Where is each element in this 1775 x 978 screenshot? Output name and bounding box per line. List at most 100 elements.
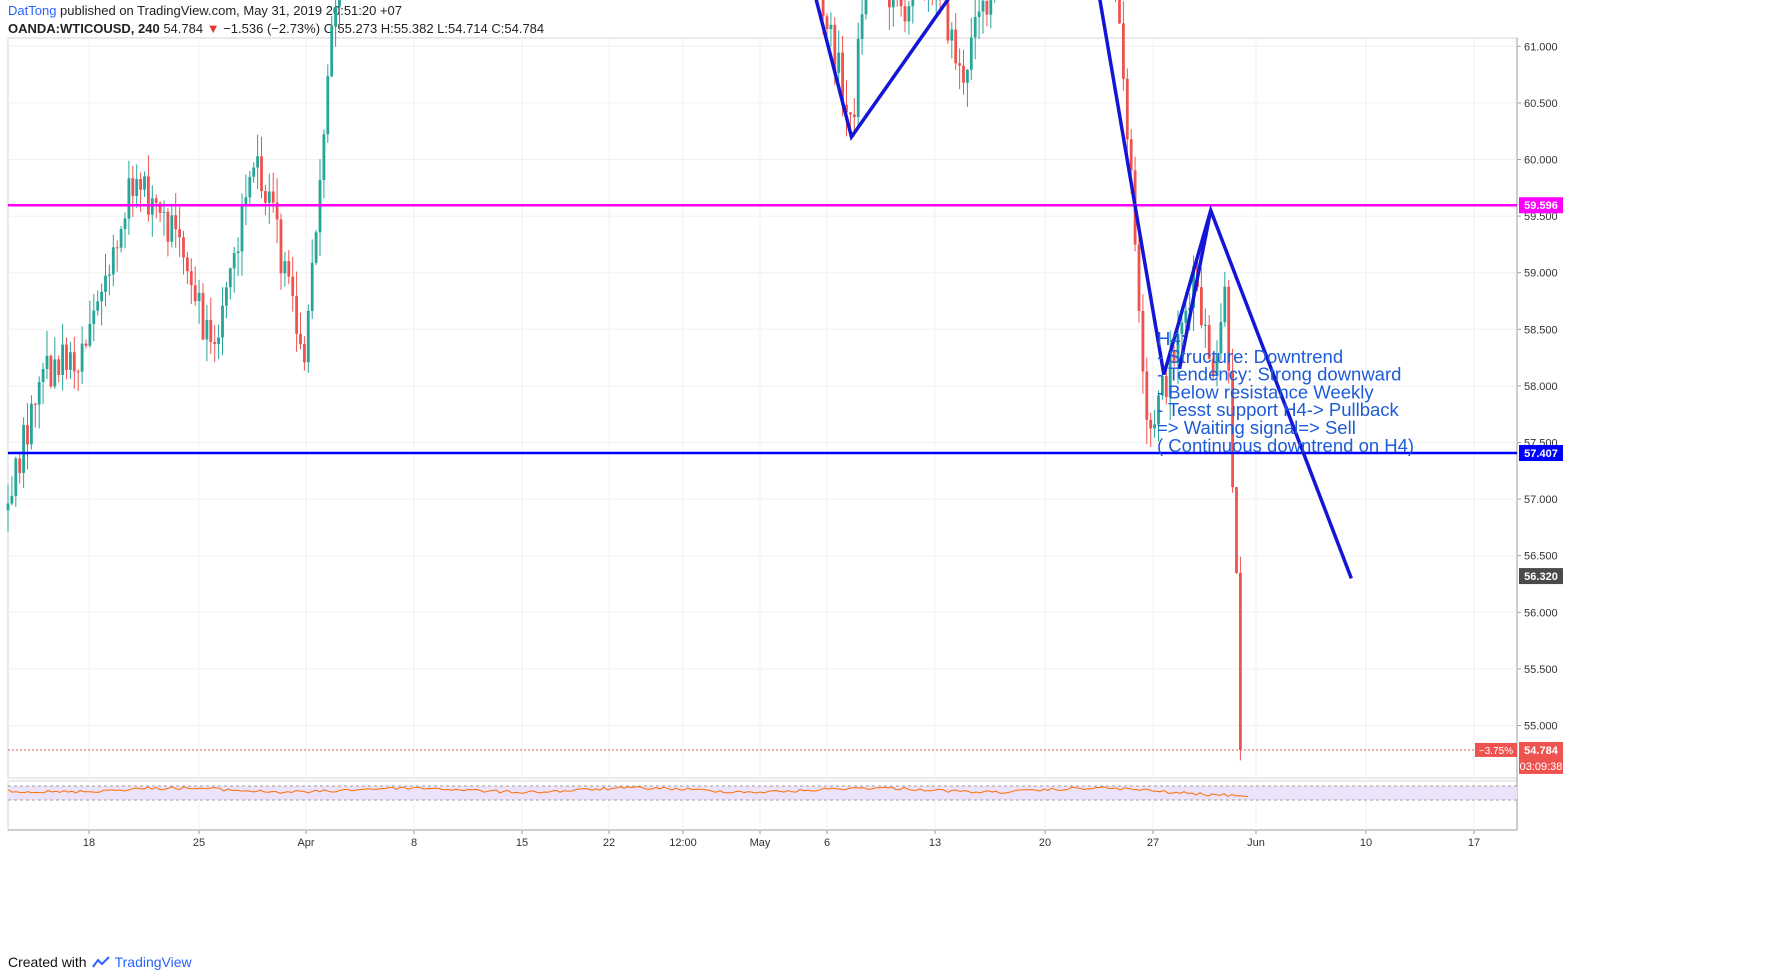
candle-body — [1153, 424, 1156, 429]
candle-body — [1118, 0, 1121, 24]
annotation-line: - Structure: Downtrend — [1157, 346, 1343, 367]
main-pane — [7, 37, 1518, 779]
candle-body — [299, 333, 302, 345]
candle-body — [1184, 310, 1188, 323]
annotation-line: H4: — [1157, 328, 1186, 349]
candle-body — [985, 0, 989, 15]
candle-body — [1161, 376, 1164, 396]
level-price-label: 57.407 — [1524, 448, 1558, 460]
candle-body — [84, 343, 88, 346]
candle-body — [1192, 265, 1195, 308]
candle-body — [1200, 287, 1203, 326]
candle-body — [158, 203, 162, 213]
candle-body — [14, 458, 18, 496]
candle-body — [45, 355, 49, 369]
candle-body — [115, 247, 119, 249]
candle-body — [61, 344, 64, 376]
candle-body — [825, 16, 829, 30]
candle-body — [248, 176, 252, 198]
candle-body — [962, 65, 965, 83]
trend-line[interactable] — [1177, 210, 1213, 370]
marker-price-label: 56.320 — [1524, 571, 1558, 583]
candle-body — [295, 296, 298, 334]
candle-body — [891, 0, 895, 8]
candle-body — [314, 232, 318, 263]
candle-body — [829, 24, 833, 30]
candle-body — [182, 237, 185, 258]
annotation-line: => Waiting signal=> Sell — [1157, 417, 1356, 438]
x-tick-label: 25 — [193, 837, 205, 849]
x-tick-label: Jun — [1247, 837, 1265, 849]
candle-body — [1157, 395, 1160, 425]
countdown-label: 03:09:38 — [1520, 761, 1563, 773]
candle-body — [911, 0, 915, 7]
candle-body — [76, 371, 80, 373]
candle-body — [330, 26, 334, 77]
candle-body — [1141, 311, 1145, 372]
tradingview-logo-icon — [91, 956, 110, 968]
candle-body — [53, 359, 57, 387]
candle-body — [127, 178, 131, 219]
candle-body — [236, 251, 240, 254]
candle-body — [186, 257, 189, 272]
candle-body — [845, 104, 848, 113]
annotation-line: ( Continuous downtrend on H4) — [1157, 435, 1414, 456]
candle-body — [841, 52, 844, 105]
y-tick-label: 55.500 — [1524, 664, 1558, 676]
candle-body — [1211, 358, 1215, 377]
candle-body — [1137, 244, 1141, 312]
analysis-annotation[interactable]: H4: - Structure: Downtrend - Tendency: Str… — [1157, 328, 1414, 456]
candle-body — [201, 292, 205, 340]
y-tick-label: 56.000 — [1524, 607, 1558, 619]
x-tick-label: 6 — [824, 837, 830, 849]
candle-body — [860, 14, 864, 39]
candle-body — [131, 178, 135, 196]
price-chart[interactable]: 55.00055.50056.00056.50057.00057.50058.0… — [0, 0, 1775, 950]
candle-body — [334, 6, 337, 27]
candle-body — [6, 503, 10, 511]
level-price-tag — [1519, 197, 1563, 214]
candle-body — [88, 323, 92, 346]
author-name[interactable]: DatTong — [8, 3, 57, 18]
y-tick-label: 57.000 — [1524, 494, 1558, 506]
candle-body — [1164, 376, 1168, 397]
x-tick-label: 22 — [603, 837, 615, 849]
x-tick-label: 12:00 — [669, 837, 697, 849]
ohlc-values: O:55.273 H:55.382 L:54.714 C:54.784 — [323, 21, 545, 36]
candle-body — [899, 0, 903, 7]
publish-info: published on TradingView.com, May 31, 20… — [60, 3, 403, 18]
candle-body — [954, 29, 958, 64]
candle-body — [41, 368, 45, 383]
x-tick-label: Apr — [297, 837, 314, 849]
candle-body — [821, 0, 825, 17]
candle-body — [279, 219, 283, 274]
candle-body — [213, 341, 217, 344]
last-price-label: 54.784 — [1524, 745, 1559, 757]
tradingview-brand[interactable]: TradingView — [114, 954, 192, 970]
candle-body — [287, 261, 291, 277]
candle-body — [264, 191, 267, 203]
candle-body — [950, 29, 954, 41]
candle-body — [1125, 78, 1129, 140]
candle-body — [139, 179, 142, 190]
candle-body — [303, 344, 306, 363]
candle-body — [1235, 487, 1238, 573]
candle-body — [1180, 322, 1184, 335]
candle-body — [228, 268, 232, 288]
level-price-label: 59.596 — [1524, 200, 1558, 212]
candle-body — [1231, 370, 1234, 488]
candle-body — [267, 191, 271, 203]
candle-body — [154, 198, 158, 204]
y-tick-label: 60.500 — [1524, 98, 1558, 110]
x-tick-label: May — [750, 837, 771, 849]
candle-body — [1207, 324, 1211, 359]
candle-body — [864, 0, 868, 15]
candle-body — [100, 291, 103, 302]
x-tick-label: 13 — [929, 837, 941, 849]
annotation-line: - Below resistance Weekly — [1157, 381, 1374, 402]
candle-body — [225, 287, 228, 306]
candle-body — [903, 6, 907, 22]
last-price: 54.784 — [163, 21, 204, 36]
trend-line[interactable] — [680, 0, 1353, 579]
symbol-info: OANDA:WTICOUSD, 240 — [8, 21, 160, 36]
